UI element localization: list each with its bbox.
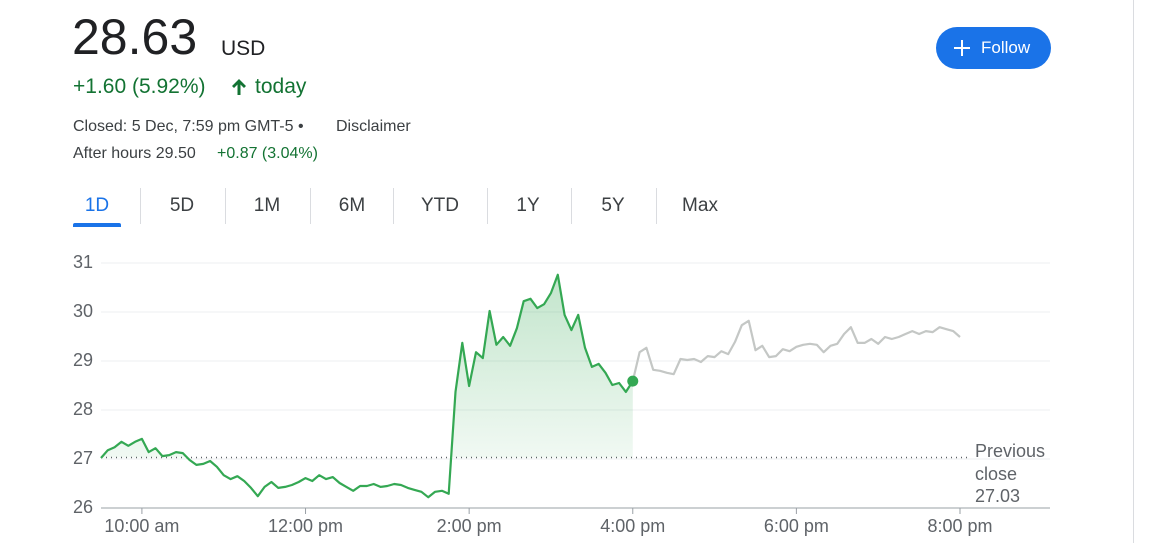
- previous-close-label: Previous close: [975, 441, 1046, 484]
- after-hours-change: +0.87 (3.04%): [217, 145, 318, 162]
- x-tick-label: 6:00 pm: [764, 516, 829, 536]
- range-tab[interactable]: 1D: [84, 195, 110, 216]
- area-fill: [101, 274, 633, 458]
- up-arrow: [232, 79, 246, 95]
- active-tab-indicator: [73, 223, 121, 227]
- tab-separator: [140, 188, 141, 224]
- x-tick-label: 12:00 pm: [268, 516, 343, 536]
- range-tab[interactable]: YTD: [421, 195, 459, 216]
- price-line: [100, 273, 634, 499]
- x-tick-label: 2:00 pm: [437, 516, 502, 536]
- tab-separator: [225, 188, 226, 224]
- closed-time: Closed: 5 Dec, 7:59 pm GMT-5 •: [73, 118, 304, 135]
- disclaimer-link[interactable]: Disclaimer: [336, 118, 411, 135]
- last-price-dot: [627, 375, 639, 387]
- price: 28.63: [72, 9, 198, 65]
- range-tab[interactable]: Max: [682, 195, 718, 216]
- x-tick-label: 8:00 pm: [927, 516, 992, 536]
- y-tick-label: 27: [73, 448, 93, 468]
- y-tick-label: 26: [73, 497, 93, 517]
- x-tick-label: 4:00 pm: [600, 516, 665, 536]
- after-hours: After hours 29.50: [73, 145, 196, 162]
- tab-separator: [310, 188, 311, 224]
- x-tick-label: 10:00 am: [104, 516, 179, 536]
- tab-separator: [487, 188, 488, 224]
- price-line: [631, 319, 961, 382]
- plus-icon: [954, 40, 970, 56]
- currency: USD: [221, 37, 266, 60]
- y-tick-label: 29: [73, 350, 93, 370]
- change: +1.60 (5.92%): [73, 75, 206, 98]
- range-tab[interactable]: 1M: [253, 195, 281, 216]
- range-tab[interactable]: 1Y: [516, 195, 540, 216]
- tab-separator: [656, 188, 657, 224]
- panel-border: [1133, 0, 1134, 543]
- range-tab[interactable]: 6M: [338, 195, 366, 216]
- tab-separator: [393, 188, 394, 224]
- follow-button[interactable]: Follow: [936, 27, 1051, 69]
- y-tick-label: 28: [73, 399, 93, 419]
- y-tick-label: 30: [73, 301, 93, 321]
- range-tab[interactable]: 5Y: [601, 195, 625, 216]
- range-tab[interactable]: 5D: [169, 195, 195, 216]
- previous-close-value: 27.03: [975, 486, 1021, 506]
- follow-label: Follow: [981, 38, 1031, 57]
- y-tick-label: 31: [73, 252, 93, 272]
- tab-separator: [571, 188, 572, 224]
- change-suffix: today: [255, 75, 307, 98]
